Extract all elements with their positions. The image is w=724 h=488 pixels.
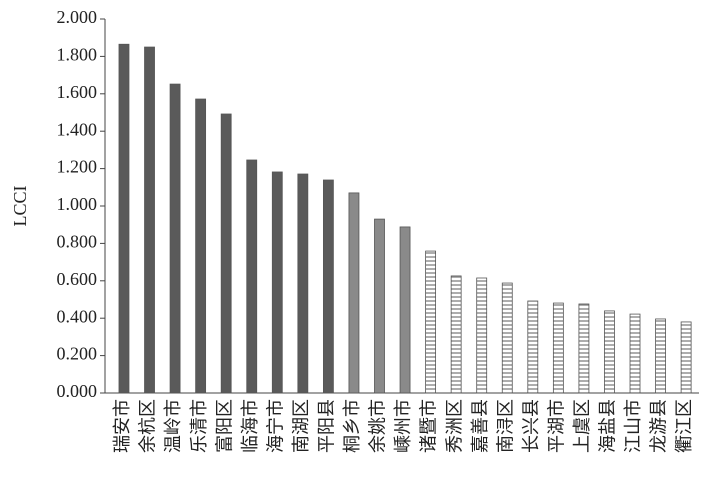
- y-tick-label: 1.000: [57, 194, 98, 214]
- y-tick-label: 1.200: [57, 157, 98, 177]
- y-tick-label: 1.600: [57, 82, 98, 102]
- y-tick-label: 1.800: [57, 45, 98, 65]
- x-tick-label: 余杭区: [138, 399, 158, 453]
- y-tick-label: 2.000: [57, 7, 98, 27]
- x-tick-label: 江山市: [623, 399, 643, 453]
- bar: [348, 192, 360, 394]
- bar: [169, 83, 181, 394]
- bar: [527, 300, 539, 394]
- x-tick-label: 秀洲区: [444, 399, 464, 453]
- x-tick-label: 桐乡市: [342, 399, 362, 453]
- bar: [399, 226, 411, 394]
- bar: [680, 321, 692, 394]
- y-tick-label: 1.400: [57, 119, 98, 139]
- y-tick-label: 0.800: [57, 232, 98, 252]
- x-tick-label: 海宁市: [265, 399, 285, 453]
- bar: [501, 282, 513, 394]
- x-tick-label: 平阳县: [317, 399, 337, 453]
- bar: [220, 113, 232, 394]
- bar: [578, 303, 590, 394]
- bar: [450, 275, 462, 394]
- x-tick-label: 上虞区: [572, 399, 592, 453]
- x-tick-label: 瑞安市: [112, 399, 132, 453]
- x-tick-label: 诸暨市: [419, 399, 439, 453]
- x-tick-label: 南浔区: [495, 399, 515, 453]
- bar: [425, 250, 437, 394]
- x-tick-label: 余姚市: [368, 399, 388, 453]
- x-tick-label: 长兴县: [521, 399, 541, 453]
- y-axis-label: LCCI: [10, 185, 30, 226]
- bar: [144, 46, 155, 394]
- x-tick-label: 乐清市: [189, 399, 209, 453]
- bar: [195, 98, 207, 394]
- bar: [246, 159, 258, 394]
- x-tick-label: 海盐县: [598, 399, 618, 453]
- y-tick-label: 0.200: [57, 344, 98, 364]
- bar: [476, 277, 488, 394]
- x-tick-label: 南湖区: [291, 399, 311, 453]
- bar: [322, 179, 334, 394]
- x-tick-label: 嵊州市: [393, 399, 413, 453]
- x-tick-label: 平湖市: [546, 399, 566, 453]
- x-tick-label: 龙游县: [649, 399, 669, 453]
- bar: [271, 171, 283, 394]
- y-tick-label: 0.600: [57, 269, 98, 289]
- bar: [297, 173, 309, 394]
- bar: [552, 302, 564, 394]
- x-tick-label: 温岭市: [163, 399, 183, 453]
- bar: [604, 310, 615, 394]
- y-tick-label: 0.000: [57, 381, 98, 401]
- x-tick-label: 衢江区: [674, 399, 694, 453]
- bar: [629, 313, 641, 394]
- x-tick-label: 临海市: [240, 399, 260, 453]
- bar: [374, 218, 385, 394]
- bar: [118, 43, 130, 394]
- y-tick-label: 0.400: [57, 306, 98, 326]
- x-tick-label: 富阳区: [214, 399, 234, 453]
- bar: [655, 318, 666, 394]
- x-tick-label: 嘉善县: [470, 399, 490, 453]
